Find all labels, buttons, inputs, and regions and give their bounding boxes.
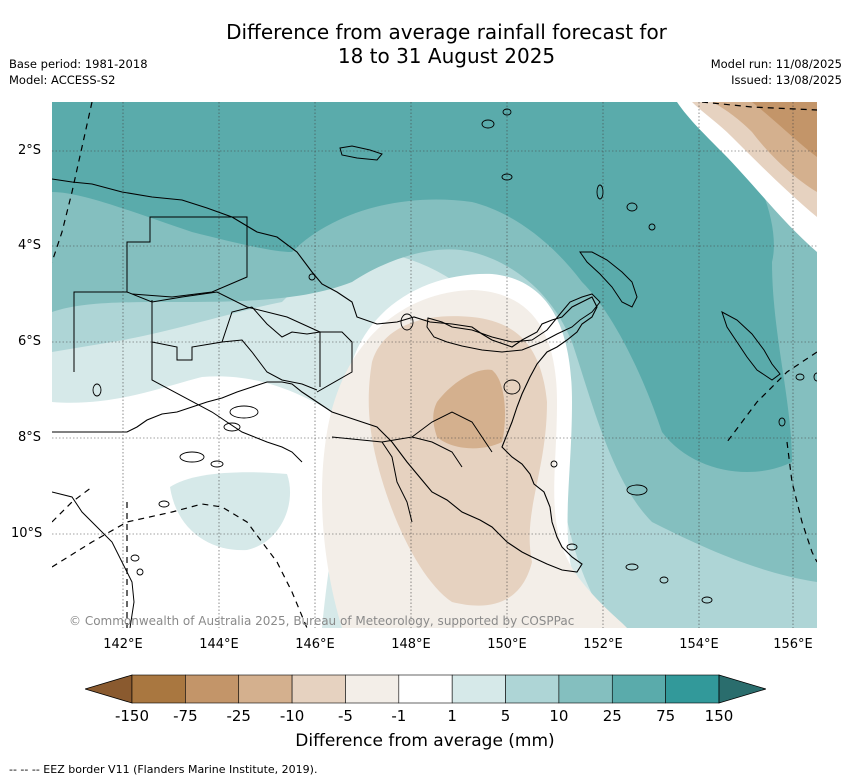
colorbar-tick-label: 5	[500, 707, 511, 725]
colorbar-swatch	[611, 674, 666, 704]
graticule	[52, 102, 817, 628]
colorbar-tick-label: 1	[447, 707, 457, 725]
colorbar-swatch	[238, 674, 293, 704]
lat-label-8s: 8°S	[18, 430, 42, 445]
colorbar-swatch	[131, 674, 186, 704]
colorbar-tick-label: -75	[173, 707, 198, 725]
lon-label-146e: 146°E	[295, 637, 335, 652]
bougainville-coast	[721, 310, 781, 381]
new-britain-coast	[426, 293, 601, 353]
contour-neg-10-25	[433, 369, 505, 449]
lon-label-150e: 150°E	[487, 637, 527, 652]
rainfall-difference-map	[52, 102, 817, 628]
colorbar-swatch	[398, 674, 453, 704]
map-title: Difference from average rainfall forecas…	[0, 20, 850, 68]
colorbar-swatch	[665, 674, 720, 704]
colorbar-low-extend	[83, 674, 133, 704]
colorbar-tick-label: 150	[704, 707, 734, 725]
contour-25-75	[52, 102, 792, 472]
colorbar-swatch	[558, 674, 613, 704]
map-title-line1: Difference from average rainfall forecas…	[226, 20, 667, 44]
contour-neg-25-75-ne	[752, 102, 817, 157]
contour-1-5-south	[170, 472, 291, 551]
colorbar-tick-label: -25	[226, 707, 251, 725]
colorbar-swatch	[505, 674, 560, 704]
lat-label-2s: 2°S	[18, 143, 42, 158]
model-run-text: Model run: 11/08/2025	[710, 57, 842, 71]
model-text: Model: ACCESS-S2	[9, 73, 116, 87]
colorbar	[83, 674, 768, 704]
lat-label-10s: 10°S	[11, 526, 43, 541]
colorbar-svg	[83, 674, 768, 704]
colorbar-tick-label: 25	[602, 707, 622, 725]
manus-coast	[339, 145, 383, 161]
colorbar-tick-label: -1	[391, 707, 407, 725]
colorbar-tick-label: 10	[549, 707, 569, 725]
lon-label-148e: 148°E	[391, 637, 431, 652]
colorbar-tick-label: -150	[114, 707, 150, 725]
colorbar-label: Difference from average (mm)	[295, 731, 555, 751]
colorbar-swatch	[345, 674, 400, 704]
lon-label-154e: 154°E	[679, 637, 719, 652]
run-issue-info: Model run: 11/08/2025 Issued: 13/08/2025	[711, 56, 842, 88]
colorbar-swatch	[185, 674, 240, 704]
lat-label-6s: 6°S	[18, 334, 42, 349]
lon-label-156e: 156°E	[773, 637, 813, 652]
new-ireland-coast	[579, 251, 638, 308]
lon-label-142e: 142°E	[103, 637, 143, 652]
colorbar-swatch	[291, 674, 346, 704]
colorbar-tick-label: -10	[279, 707, 305, 725]
copyright-notice: © Commonwealth of Australia 2025, Bureau…	[69, 614, 575, 628]
map-title-line2: 18 to 31 August 2025	[337, 44, 556, 68]
province-borders	[73, 216, 493, 523]
colorbar-swatch	[451, 674, 506, 704]
lon-label-152e: 152°E	[583, 637, 623, 652]
map-canvas	[52, 102, 817, 628]
lon-label-144e: 144°E	[199, 637, 239, 652]
eez-legend-note: -- -- -- EEZ border V11 (Flanders Marine…	[9, 763, 318, 776]
lat-label-4s: 4°S	[18, 238, 42, 253]
cape-york-coast	[52, 491, 135, 628]
png-coastline	[52, 178, 598, 573]
eez-borders	[52, 102, 817, 628]
colorbar-tick-label: -5	[337, 707, 353, 725]
base-period-text: Base period: 1981-2018	[9, 57, 148, 71]
base-model-info: Base period: 1981-2018 Model: ACCESS-S2	[9, 56, 148, 88]
small-islands	[92, 108, 817, 604]
issued-text: Issued: 13/08/2025	[731, 73, 842, 87]
colorbar-tick-label: 75	[656, 707, 676, 725]
colorbar-high-extend	[718, 674, 768, 704]
